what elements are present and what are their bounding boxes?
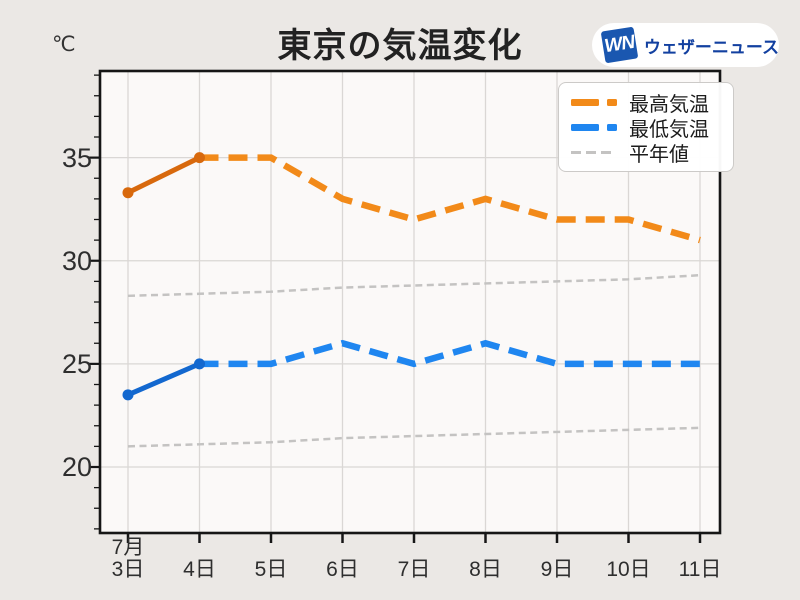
max-temp-dash-icon [571, 99, 617, 106]
normal-dash-icon [571, 151, 611, 154]
y-tick-label: 35 [61, 142, 92, 173]
y-tick-label: 30 [61, 245, 92, 276]
legend-label: 最高気温 [629, 94, 709, 116]
x-tick-label: 6日 [326, 558, 359, 581]
legend-label: 平年値 [629, 144, 689, 166]
legend-row-normal: 平年値 [571, 140, 733, 166]
chart-legend: 最高気温 最低気温 平年値 [558, 82, 734, 172]
weathernews-brand-text: ウェザーニュース [643, 37, 779, 57]
series-min-temp-observed [125, 361, 202, 398]
weathernews-logo: WN ウェザーニュース [592, 23, 779, 67]
page-title: 東京の気温変化 [277, 27, 523, 65]
max-temp-marker [122, 187, 134, 199]
series-max-temp-forecast [199, 154, 701, 244]
series-normal-low [127, 426, 701, 448]
x-tick-label: 9日 [540, 558, 574, 581]
x-tick-label: 11日 [678, 558, 722, 581]
legend-row-max-temp: 最高気温 [571, 90, 733, 116]
x-tick-label: 7日 [397, 558, 431, 581]
y-tick-label: 25 [61, 348, 92, 379]
legend-label: 最低気温 [629, 119, 709, 141]
max-temp-marker [194, 152, 205, 164]
x-tick-label: 7月 3日 [111, 536, 145, 581]
weathernews-badge-icon: WN [600, 26, 639, 64]
min-temp-dash-icon [571, 124, 617, 131]
x-tick-label: 10日 [606, 558, 651, 581]
x-tick-label: 5日 [254, 558, 288, 581]
min-temp-marker [194, 358, 205, 370]
legend-row-min-temp: 最低気温 [571, 115, 733, 141]
weathernews-badge-text: WN [603, 31, 636, 58]
series-normal-high [127, 273, 701, 298]
x-tick-label: 8日 [469, 558, 502, 581]
x-tick-label: 4日 [183, 558, 216, 581]
min-temp-marker [122, 389, 134, 401]
y-axis-unit-label: ℃ [52, 33, 76, 56]
plot-border [98, 69, 722, 535]
series-max-temp-observed [125, 155, 202, 196]
y-tick-label: 20 [61, 452, 92, 482]
